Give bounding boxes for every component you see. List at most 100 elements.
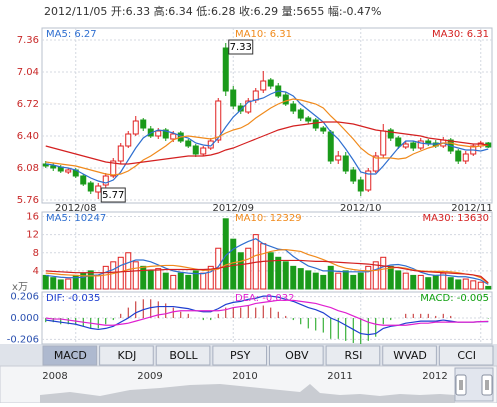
candle-body xyxy=(110,160,117,177)
navigator-year: 2011 xyxy=(327,371,352,382)
candle-body xyxy=(185,140,192,147)
candle-body xyxy=(117,145,124,162)
navigator-year: 2012 xyxy=(422,371,447,382)
tab[interactable] xyxy=(99,345,154,366)
macd-line xyxy=(45,299,489,326)
navigator-year: 2009 xyxy=(137,371,162,382)
volume-bar xyxy=(155,268,162,290)
candle-body xyxy=(350,169,357,182)
tab-label[interactable]: RSI xyxy=(345,349,363,362)
volume-bar xyxy=(425,277,432,290)
volume-bar xyxy=(245,247,252,290)
annotation-box xyxy=(100,187,126,203)
legend-entry: MACD: -0.005 xyxy=(420,293,489,304)
y-tick-label: 7.04 xyxy=(17,67,39,78)
tab[interactable] xyxy=(212,345,267,366)
volume-bar xyxy=(102,265,109,290)
tab-label[interactable]: KDJ xyxy=(117,349,136,362)
volume-bar xyxy=(312,272,319,290)
volume-bar xyxy=(485,285,492,290)
tab[interactable] xyxy=(269,345,324,366)
navigator-handle-right[interactable] xyxy=(481,374,493,396)
volume-bar xyxy=(275,256,282,290)
navigator-year: 2008 xyxy=(42,371,67,382)
candle-body xyxy=(312,119,319,129)
candle-body xyxy=(215,100,222,141)
annotation: 7.33 xyxy=(230,42,252,53)
candle-body xyxy=(125,133,132,147)
legend-entry: MA10: 6.31 xyxy=(235,29,292,40)
tab-label[interactable]: WVAD xyxy=(393,349,427,362)
navigator-year: 2010 xyxy=(232,371,257,382)
volume-bar xyxy=(387,265,394,290)
annotation-box xyxy=(228,39,254,55)
candle-body xyxy=(170,133,177,140)
volume-bar xyxy=(402,272,409,290)
panel-frame xyxy=(41,27,493,204)
volume-bar xyxy=(395,270,402,290)
legend-entry: MA10: 12329 xyxy=(235,213,302,224)
y-tick-label: 8 xyxy=(33,248,39,259)
header: 2012/11/05 开:6.33 高:6.34 低:6.28 收:6.29 量… xyxy=(44,4,382,18)
volume-bar xyxy=(207,265,214,290)
y-tick-label: -0.206 xyxy=(7,334,39,345)
candle-body xyxy=(462,153,469,162)
candle-body xyxy=(50,165,57,169)
tab-label[interactable]: PSY xyxy=(230,349,251,362)
candle-body xyxy=(65,169,72,173)
y-tick-label: 4 xyxy=(33,266,39,277)
candle-body xyxy=(455,150,462,162)
volume-bar xyxy=(42,274,49,290)
tab[interactable] xyxy=(438,345,494,366)
tab-label[interactable]: MACD xyxy=(54,349,87,362)
legend-entry: MA30: 13630 xyxy=(422,213,489,224)
y-axis-label: x万 xyxy=(12,282,28,293)
legend-entry: DEA: -0.032 xyxy=(235,293,294,304)
moving-average xyxy=(45,121,489,165)
candle-body xyxy=(222,47,229,92)
candle-body xyxy=(402,143,409,148)
tab[interactable] xyxy=(382,345,437,366)
candle-body xyxy=(200,147,207,155)
volume-bar xyxy=(417,274,424,290)
legend-entry: MA5: 6.27 xyxy=(46,29,97,40)
tab-label[interactable]: BOLL xyxy=(169,349,198,362)
y-tick-label: 0.000 xyxy=(10,313,39,324)
candle-body xyxy=(342,155,349,172)
tab[interactable] xyxy=(325,345,381,366)
tab-label[interactable]: OBV xyxy=(285,349,309,362)
tab[interactable] xyxy=(155,345,211,366)
macd-line xyxy=(45,295,489,336)
volume-bar xyxy=(50,277,57,290)
volume-bar xyxy=(260,243,267,290)
volume-bar xyxy=(200,272,207,290)
volume-bar xyxy=(110,261,117,290)
navigator-handle-left[interactable] xyxy=(455,374,467,396)
candle-body xyxy=(297,109,304,119)
volume-bar xyxy=(342,270,349,290)
candle-body xyxy=(207,140,214,149)
volume-bar xyxy=(95,274,102,290)
tab[interactable] xyxy=(42,345,98,366)
candle-body xyxy=(387,129,394,139)
annotation: 5.77 xyxy=(102,190,124,201)
tab-label[interactable]: CCI xyxy=(457,349,476,362)
x-tick-label: 2012/08 xyxy=(55,203,97,214)
candle-body xyxy=(425,140,432,144)
candle-body xyxy=(252,90,259,101)
volume-bar xyxy=(170,274,177,290)
candle-body xyxy=(132,120,139,135)
candle-body xyxy=(140,119,147,129)
volume-bar xyxy=(477,281,484,290)
volume-bar xyxy=(185,274,192,290)
volume-bar xyxy=(335,272,342,290)
candle-body xyxy=(282,94,289,105)
volume-bar xyxy=(357,272,364,290)
volume-bar xyxy=(365,265,372,290)
volume-bar xyxy=(455,279,462,290)
volume-bar xyxy=(470,280,477,290)
volume-bar xyxy=(290,265,297,290)
volume-bar xyxy=(117,256,124,290)
